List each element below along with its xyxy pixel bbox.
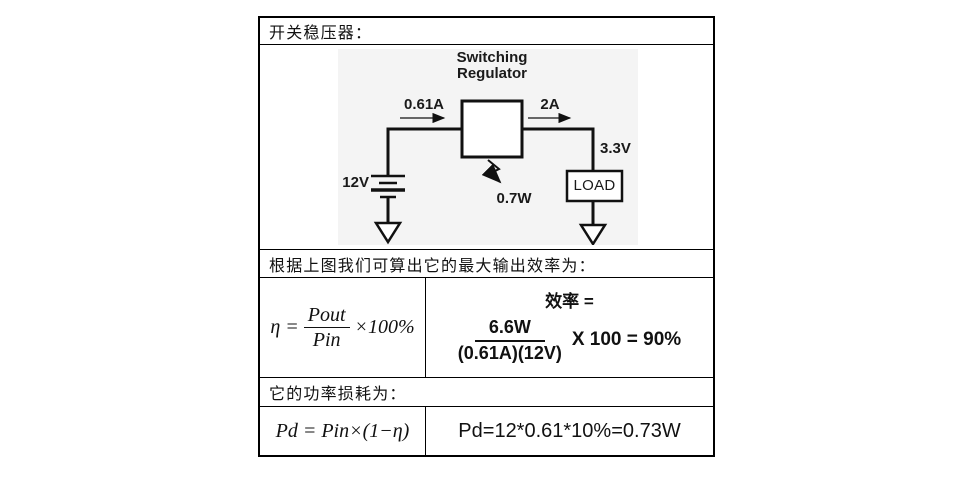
circuit-diagram-row: Switching Regulator 0.61A 2A 3.3V 12V 0.… xyxy=(260,45,713,250)
regulator-title-line2: Regulator xyxy=(456,65,527,82)
efficiency-formula-fraction: Pout Pin xyxy=(303,304,350,352)
doc-table: 开关稳压器： xyxy=(258,16,715,457)
input-current-label: 0.61A xyxy=(403,96,445,113)
regulator-title: Switching Regulator xyxy=(430,50,554,82)
efficiency-calc: 6.6W (0.61A)(12V) X 100 = 90% xyxy=(426,317,713,363)
efficiency-calc-denominator: (0.61A)(12V) xyxy=(457,342,562,363)
loss-intro-label: 它的功率损耗为： xyxy=(269,386,407,403)
battery-symbol xyxy=(371,174,405,199)
section-header-label: 开关稳压器： xyxy=(269,25,373,42)
regulator-box xyxy=(460,99,524,159)
efficiency-calc-result: X 100 = 90% xyxy=(571,329,682,351)
efficiency-calc-cell: 效率 = 6.6W (0.61A)(12V) X 100 = 90% xyxy=(426,278,713,377)
input-voltage-label: 12V xyxy=(342,174,369,191)
load-label: LOAD xyxy=(573,177,616,194)
loss-formula-cell: Pd = Pin×(1−η) xyxy=(260,407,426,455)
output-wire xyxy=(522,127,595,171)
power-loss-arrow xyxy=(481,159,502,184)
output-voltage-label: 3.3V xyxy=(600,140,631,157)
circuit-diagram: Switching Regulator 0.61A 2A 3.3V 12V 0.… xyxy=(338,49,638,245)
circuit-svg xyxy=(371,99,624,245)
efficiency-calc-fraction: 6.6W (0.61A)(12V) xyxy=(458,317,562,363)
input-wire xyxy=(386,127,462,177)
efficiency-formula-lhs: η = xyxy=(270,316,299,338)
loss-calc-cell: Pd=12*0.61*10%=0.73W xyxy=(426,407,713,455)
efficiency-intro-row: 根据上图我们可算出它的最大输出效率为： xyxy=(260,250,713,278)
efficiency-row: η = Pout Pin ×100% 效率 = 6.6W (0.61A)(12V… xyxy=(260,278,713,378)
efficiency-calc-label: 效率 = xyxy=(545,292,594,311)
efficiency-formula: η = Pout Pin ×100% xyxy=(270,304,414,352)
efficiency-formula-suffix: ×100% xyxy=(354,316,415,338)
section-header-row: 开关稳压器： xyxy=(260,18,713,45)
loss-intro-row: 它的功率损耗为： xyxy=(260,378,713,407)
efficiency-intro-label: 根据上图我们可算出它的最大输出效率为： xyxy=(269,257,596,275)
ground-symbol-right xyxy=(578,223,608,245)
power-loss-label: 0.7W xyxy=(496,190,532,207)
efficiency-formula-denominator: Pin xyxy=(312,329,341,351)
load-box xyxy=(565,169,624,203)
regulator-title-line1: Switching xyxy=(456,49,528,66)
efficiency-formula-cell: η = Pout Pin ×100% xyxy=(260,278,426,377)
output-current-label: 2A xyxy=(540,96,560,113)
efficiency-calc-numerator: 6.6W xyxy=(474,317,545,342)
efficiency-formula-numerator: Pout xyxy=(303,304,350,328)
loss-formula: Pd = Pin×(1−η) xyxy=(275,419,410,442)
loss-calc: Pd=12*0.61*10%=0.73W xyxy=(458,419,681,442)
loss-row: Pd = Pin×(1−η) Pd=12*0.61*10%=0.73W xyxy=(260,407,713,455)
ground-symbol-left xyxy=(373,221,403,245)
